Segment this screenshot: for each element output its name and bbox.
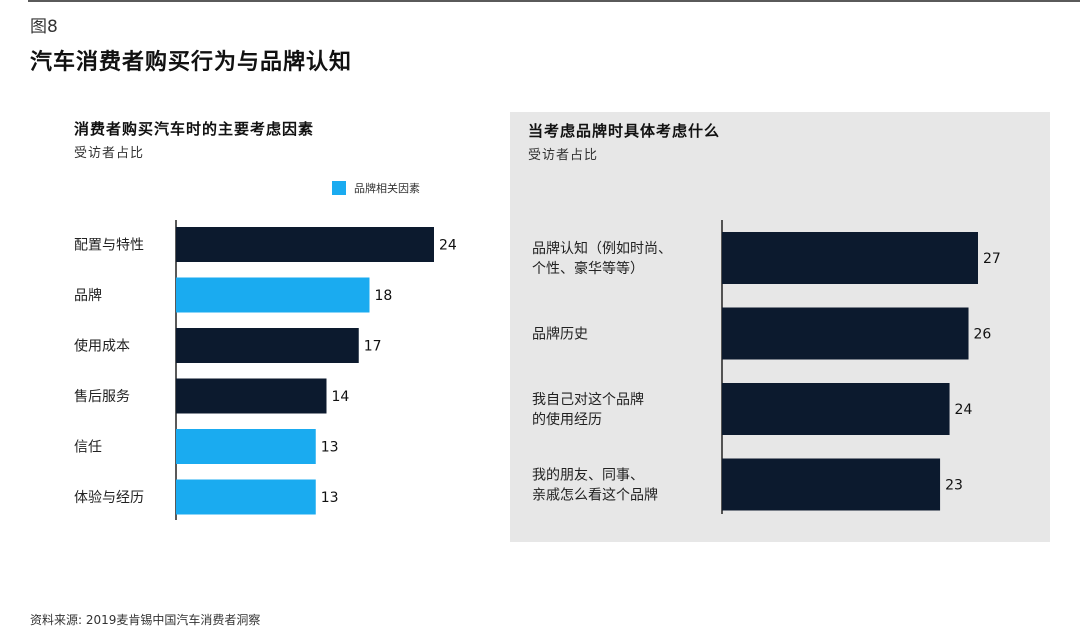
right-category-label: 品牌认知（例如时尚、	[532, 240, 672, 257]
source-note: 资料来源: 2019麦肯锡中国汽车消费者洞察	[30, 613, 261, 627]
legend-label: 品牌相关因素	[354, 182, 420, 195]
left-bar	[176, 277, 370, 313]
left-chart-subtitle: 受访者占比	[74, 146, 145, 161]
left-bar	[176, 328, 359, 363]
right-bar	[722, 307, 969, 360]
right-bar	[722, 458, 941, 511]
right-value-label: 26	[974, 327, 992, 343]
right-category-label: 我自己对这个品牌	[532, 391, 644, 408]
right-value-label: 27	[983, 251, 1001, 267]
left-value-label: 18	[375, 288, 393, 304]
left-category-label: 配置与特性	[74, 238, 144, 254]
right-chart-panel: 当考虑品牌时具体考虑什么 受访者占比 品牌认知（例如时尚、 个性、豪华等等） 27 品…	[510, 112, 1050, 542]
right-value-label: 23	[945, 478, 963, 494]
left-category-label: 售后服务	[74, 389, 130, 405]
left-category-label: 体验与经历	[74, 490, 144, 506]
left-category-label: 品牌	[74, 287, 102, 304]
left-value-label: 17	[364, 339, 382, 355]
left-bar	[176, 429, 316, 464]
right-category-label: 个性、豪华等等）	[532, 260, 644, 277]
left-chart-panel: 消费者购买汽车时的主要考虑因素 受访者占比 品牌相关因素 配置与特性 24 品牌 18…	[30, 108, 500, 538]
right-chart-title: 当考虑品牌时具体考虑什么	[528, 122, 721, 140]
right-category-label: 我的朋友、同事、	[532, 468, 644, 484]
left-bar	[176, 378, 327, 414]
right-category-label: 品牌历史	[532, 326, 588, 343]
right-value-label: 24	[955, 402, 973, 418]
legend: 品牌相关因素	[332, 180, 420, 196]
right-category-label: 亲戚怎么看这个品牌	[532, 487, 658, 504]
left-value-label: 24	[439, 238, 457, 254]
top-rule	[28, 0, 1080, 2]
figure-label: 图8	[30, 17, 58, 37]
left-value-label: 13	[321, 440, 339, 456]
left-value-label: 13	[321, 490, 339, 506]
left-bar	[176, 479, 316, 515]
left-category-label: 使用成本	[74, 338, 130, 355]
figure-title: 汽车消费者购买行为与品牌认知	[30, 50, 353, 75]
legend-swatch	[332, 181, 346, 195]
left-category-label: 信任	[74, 440, 102, 456]
right-bar	[722, 383, 950, 435]
left-bar	[176, 227, 434, 262]
left-value-label: 14	[332, 389, 350, 405]
left-chart-title: 消费者购买汽车时的主要考虑因素	[74, 120, 315, 138]
right-chart-subtitle: 受访者占比	[528, 148, 599, 163]
right-bar	[722, 232, 978, 284]
right-category-label: 的使用经历	[532, 411, 602, 428]
left-bar-chart: 配置与特性 24 品牌 18 使用成本 17 售后服务 14 信任 13 体验与经历 13	[74, 220, 457, 520]
